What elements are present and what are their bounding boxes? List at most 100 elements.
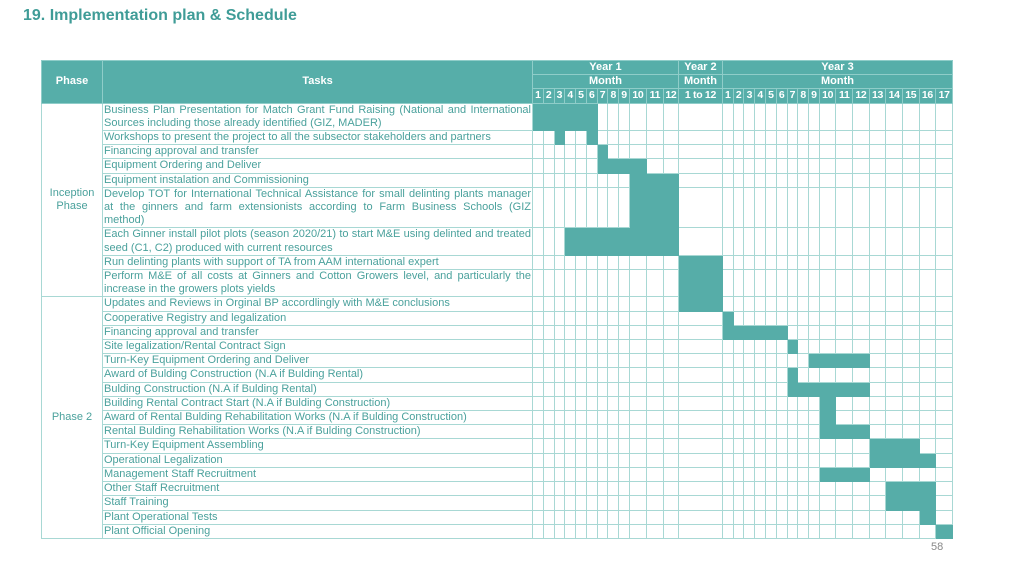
schedule-cell	[754, 452, 766, 468]
schedule-cell	[901, 466, 920, 483]
schedule-cell	[775, 367, 788, 383]
schedule-cell	[618, 186, 630, 229]
schedule-cell-filled	[585, 227, 598, 256]
schedule-cell	[662, 381, 679, 397]
task-label: Building Rental Contract Start (N.A if B…	[102, 395, 533, 412]
schedule-cell	[754, 466, 766, 483]
schedule-cell	[553, 324, 566, 341]
schedule-cell	[868, 296, 887, 312]
schedule-cell-filled	[662, 186, 679, 229]
schedule-cell	[677, 495, 723, 511]
schedule-cell	[553, 438, 566, 454]
schedule-cell	[645, 395, 664, 412]
schedule-cell	[835, 130, 854, 146]
schedule-cell	[628, 395, 647, 412]
schedule-cell	[564, 130, 577, 146]
schedule-cell	[575, 339, 587, 355]
schedule-cell	[732, 509, 745, 525]
schedule-cell	[677, 172, 723, 188]
schedule-cell	[743, 367, 756, 383]
schedule-cell	[721, 523, 734, 539]
schedule-cell	[786, 509, 799, 525]
schedule-cell	[677, 310, 723, 326]
schedule-cell	[628, 381, 647, 397]
schedule-cell	[918, 410, 937, 426]
schedule-cell	[818, 172, 837, 188]
schedule-cell	[775, 158, 788, 174]
schedule-cell	[808, 158, 820, 174]
schedule-cell	[564, 410, 577, 426]
schedule-cell	[677, 452, 723, 468]
schedule-cell	[818, 254, 837, 271]
schedule-cell-filled	[553, 130, 566, 146]
schedule-cell-filled	[628, 172, 647, 188]
schedule-cell	[542, 339, 555, 355]
schedule-cell	[732, 144, 745, 160]
schedule-cell	[585, 186, 598, 229]
schedule-cell	[662, 509, 679, 525]
schedule-cell	[901, 395, 920, 412]
schedule-cell	[743, 438, 756, 454]
schedule-cell	[596, 381, 609, 397]
schedule-cell	[645, 481, 664, 497]
schedule-cell	[765, 158, 777, 174]
schedule-cell	[662, 130, 679, 146]
schedule-cell	[542, 381, 555, 397]
month-header: 5	[575, 88, 587, 104]
schedule-cell	[677, 227, 723, 256]
schedule-cell	[775, 395, 788, 412]
schedule-cell	[596, 481, 609, 497]
schedule-cell	[575, 310, 587, 326]
schedule-cell	[662, 523, 679, 539]
month-header: 11	[645, 88, 664, 104]
schedule-cell	[901, 509, 920, 525]
schedule-cell	[721, 186, 734, 229]
schedule-cell	[721, 509, 734, 525]
schedule-cell	[775, 186, 788, 229]
schedule-cell	[732, 102, 745, 132]
schedule-cell	[786, 324, 799, 341]
schedule-cell	[765, 466, 777, 483]
schedule-cell	[575, 466, 587, 483]
schedule-cell	[786, 130, 799, 146]
phase-label: Inception Phase	[41, 102, 103, 298]
task-label: Equipment Ordering and Deliver	[102, 158, 533, 174]
schedule-cell-filled	[808, 381, 820, 397]
schedule-cell	[775, 130, 788, 146]
schedule-cell	[662, 144, 679, 160]
schedule-cell	[808, 144, 820, 160]
schedule-cell	[628, 269, 647, 298]
schedule-cell	[786, 186, 799, 229]
schedule-cell	[918, 438, 937, 454]
task-row: Turn-Key Equipment Assembling	[42, 438, 954, 454]
month-header: 7	[596, 88, 609, 104]
schedule-cell	[868, 509, 887, 525]
schedule-cell-filled	[935, 523, 954, 539]
schedule-cell-filled	[885, 438, 903, 454]
schedule-cell	[797, 186, 810, 229]
schedule-cell	[575, 130, 587, 146]
schedule-cell	[835, 509, 854, 525]
schedule-cell	[935, 227, 954, 256]
schedule-cell	[607, 523, 620, 539]
schedule-cell	[868, 353, 887, 369]
schedule-cell	[918, 269, 937, 298]
schedule-cell	[607, 367, 620, 383]
schedule-cell	[532, 144, 544, 160]
task-row: Workshops to present the project to all …	[42, 130, 954, 146]
schedule-cell	[677, 102, 723, 132]
schedule-cell	[797, 254, 810, 271]
schedule-cell	[645, 381, 664, 397]
schedule-cell	[542, 395, 555, 412]
schedule-cell	[607, 466, 620, 483]
schedule-cell	[901, 381, 920, 397]
schedule-cell	[835, 158, 854, 174]
schedule-cell	[677, 324, 723, 341]
schedule-cell	[662, 324, 679, 341]
task-row: Financing approval and transfer	[42, 144, 954, 160]
schedule-cell	[935, 410, 954, 426]
schedule-cell	[765, 172, 777, 188]
schedule-cell	[721, 466, 734, 483]
schedule-cell-filled	[645, 227, 664, 256]
page-number: 58	[931, 541, 944, 553]
